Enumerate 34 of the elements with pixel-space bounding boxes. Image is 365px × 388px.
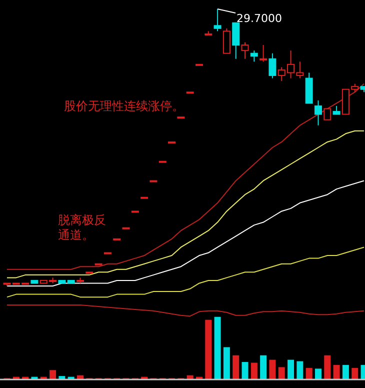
bar — [324, 355, 331, 379]
bar — [250, 362, 258, 379]
annotation: 脱离极反通道。 — [58, 213, 106, 242]
bar — [260, 355, 267, 379]
bar — [58, 376, 66, 379]
candlestick — [250, 50, 258, 62]
bar — [205, 320, 212, 379]
bar — [278, 367, 285, 379]
candlestick — [204, 30, 212, 36]
bar — [242, 362, 248, 379]
bar — [333, 364, 340, 379]
bar — [214, 316, 221, 379]
bar — [223, 347, 230, 379]
annotation: 29.7000 — [236, 12, 282, 25]
bar — [50, 370, 56, 379]
candlestick — [268, 52, 276, 79]
bar — [352, 368, 358, 379]
candlestick — [260, 44, 268, 62]
candlestick — [222, 28, 230, 54]
candlestick — [314, 100, 322, 126]
bar — [314, 368, 322, 379]
candlestick — [214, 8, 222, 32]
bar — [76, 375, 84, 379]
bar — [232, 355, 240, 379]
bar — [288, 360, 294, 379]
candlestick — [324, 108, 332, 120]
bar — [186, 375, 194, 379]
annotation: 股价无理性连续涨停。 — [64, 99, 184, 113]
bar — [269, 360, 276, 379]
candlestick — [232, 22, 240, 60]
candlestick — [241, 42, 249, 60]
bar — [342, 364, 349, 379]
bar — [296, 361, 304, 379]
bar — [306, 368, 312, 379]
